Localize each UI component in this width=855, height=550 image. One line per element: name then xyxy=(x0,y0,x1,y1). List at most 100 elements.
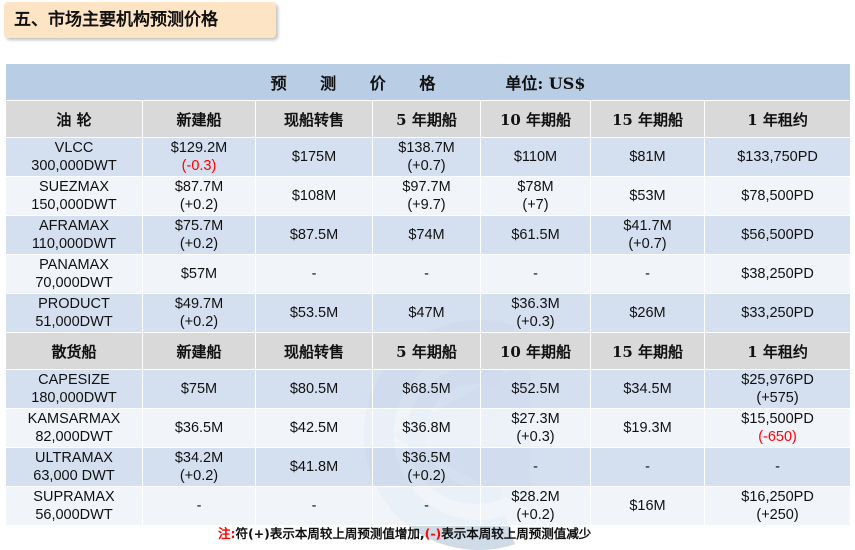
ship-type-dwt: 110,000DWT xyxy=(31,236,117,252)
price-cell: $75M xyxy=(142,369,256,409)
price-value: $36.5M xyxy=(402,450,451,466)
price-cell: $41.7M (+0.7) xyxy=(590,215,705,255)
price-value: $28.2M xyxy=(511,489,560,505)
footnote: 注:符(+)表示本周较上周预测值增加,(-)表示本周较上周预测值减少 xyxy=(218,523,698,542)
price-cell: $38,250PD xyxy=(703,254,852,294)
price-value: $53M xyxy=(629,188,666,204)
price-cell: $133,750PD xyxy=(703,137,852,177)
table-row: AFRAMAX 110,000DWT $75.7M (+0.2) $87.5M $74M $… xyxy=(5,215,852,255)
forecast-price-table: 预 测 价 格 单位: US$ 油 轮新建船 现船转售 5 年期船 10 年期船 15 年… xyxy=(4,63,852,526)
price-value: $41.7M xyxy=(623,218,672,234)
price-cell: $110M xyxy=(480,137,591,177)
price-value: - xyxy=(775,459,780,475)
ship-type-dwt: 51,000DWT xyxy=(35,314,113,330)
column-header: 15 年期船 xyxy=(590,100,705,138)
price-cell: - xyxy=(480,254,591,294)
price-value: $80.5M xyxy=(289,381,339,397)
ship-type-dwt: 82,000DWT xyxy=(35,429,113,445)
price-cell: $34.5M xyxy=(590,369,705,409)
price-value: $42.5M xyxy=(289,420,339,436)
column-header: 10 年期船 xyxy=(480,100,591,138)
unit-label: 单位: US$ xyxy=(505,74,586,93)
price-cell: $87.5M xyxy=(255,215,373,255)
price-cell: $15,500PD (-650) xyxy=(703,408,852,448)
price-cell: - xyxy=(590,254,705,294)
table-row: KAMSARMAX 82,000DWT $36.5M $42.5M $36.8M $27.… xyxy=(5,408,852,448)
price-value: $36.8M xyxy=(402,420,451,436)
price-value: $56,500PD xyxy=(741,227,814,243)
price-cell: - xyxy=(372,486,481,526)
price-cell: - xyxy=(142,486,256,526)
column-header: 新建船 xyxy=(142,332,256,370)
ship-type-name: KAMSARMAX xyxy=(27,411,121,427)
price-value: - xyxy=(196,498,202,514)
price-value: $15,500PD xyxy=(741,411,814,427)
ship-type-cell: KAMSARMAX 82,000DWT xyxy=(5,408,143,448)
price-change: (-0.3) xyxy=(181,158,217,174)
bulk-column-header-row: 散货船 新建船 现船转售 5 年期船 10 年期船 15 年期船 1 年租约 xyxy=(5,332,852,370)
price-value: $110M xyxy=(513,149,558,165)
price-value: $34.5M xyxy=(623,381,672,397)
price-cell: $97.7M (+9.7) xyxy=(372,176,481,216)
price-change: (+0.7) xyxy=(628,236,667,252)
price-cell: $47M xyxy=(372,293,481,333)
price-cell: $52.5M xyxy=(480,369,591,409)
price-value: $78,500PD xyxy=(741,188,814,204)
ship-type-dwt: 63,000 DWT xyxy=(33,468,115,484)
price-cell: $61.5M xyxy=(480,215,591,255)
price-value: $34.2M xyxy=(174,450,224,466)
price-change: (+0.2) xyxy=(179,197,219,213)
price-value: $49.7M xyxy=(174,296,224,312)
ship-type-name: CAPESIZE xyxy=(38,372,110,388)
price-change: (+0.2) xyxy=(516,507,555,523)
ship-type-name: VLCC xyxy=(54,140,94,156)
section-title: 五、市场主要机构预测价格 xyxy=(4,2,276,38)
table-row: ULTRAMAX 63,000 DWT $34.2M (+0.2) $41.8M $36.… xyxy=(5,447,852,487)
price-value: $38,250PD xyxy=(741,266,814,282)
price-cell: - xyxy=(372,254,481,294)
price-value: $108M xyxy=(291,188,337,204)
column-header: 1 年租约 xyxy=(703,100,852,138)
price-cell: $129.2M (-0.3) xyxy=(142,137,256,177)
table-title: 预 测 价 格 xyxy=(270,74,450,93)
price-change: (-650) xyxy=(758,429,797,445)
table-row: PRODUCT 51,000DWT $49.7M (+0.2) $53.5M $47M $3… xyxy=(5,293,852,333)
price-cell: $87.7M (+0.2) xyxy=(142,176,256,216)
price-cell: $27.3M (+0.3) xyxy=(480,408,591,448)
price-value: $61.5M xyxy=(511,227,560,243)
price-change: (+0.2) xyxy=(179,236,219,252)
table-row: SUEZMAX 150,000DWT $87.7M (+0.2) $108M $97.7M… xyxy=(5,176,852,216)
price-cell: $28.2M (+0.2) xyxy=(480,486,591,526)
price-cell: $19.3M xyxy=(590,408,705,448)
price-cell: $138.7M (+0.7) xyxy=(372,137,481,177)
price-value: - xyxy=(645,459,650,475)
price-value: $87.7M xyxy=(174,179,224,195)
ship-type-cell: CAPESIZE 180,000DWT xyxy=(5,369,143,409)
price-value: $133,750PD xyxy=(737,149,818,165)
price-cell: $78M (+7) xyxy=(480,176,591,216)
price-cell: $25,976PD (+575) xyxy=(703,369,852,409)
ship-type-cell: VLCC 300,000DWT xyxy=(5,137,143,177)
price-value: $129.2M xyxy=(170,140,228,156)
table-title-bar: 预 测 价 格 单位: US$ xyxy=(4,63,852,101)
table-row: PANAMAX 70,000DWT $57M - - - - $38,250PD xyxy=(5,254,852,294)
price-value: $81M xyxy=(629,149,666,165)
ship-type-dwt: 180,000DWT xyxy=(31,390,117,406)
ship-type-cell: ULTRAMAX 63,000 DWT xyxy=(5,447,143,487)
price-cell: $34.2M (+0.2) xyxy=(142,447,256,487)
price-value: - xyxy=(533,266,538,282)
price-value: $16,250PD xyxy=(741,489,814,505)
ship-type-dwt: 300,000DWT xyxy=(31,158,117,174)
price-cell: $41.8M xyxy=(255,447,373,487)
price-change: (+0.3) xyxy=(516,429,555,445)
price-value: $97.7M xyxy=(402,179,451,195)
price-cell: - xyxy=(255,486,373,526)
ship-type-cell: SUEZMAX 150,000DWT xyxy=(5,176,143,216)
ship-type-cell: PRODUCT 51,000DWT xyxy=(5,293,143,333)
price-value: $78M xyxy=(517,179,554,195)
tanker-column-header-row: 油 轮新建船 现船转售 5 年期船 10 年期船 15 年期船 1 年租约 xyxy=(5,100,852,138)
price-cell: $42.5M xyxy=(255,408,373,448)
price-value: $47M xyxy=(408,305,445,321)
price-cell: $16,250PD (+250) xyxy=(703,486,852,526)
column-header: 10 年期船 xyxy=(480,332,591,370)
